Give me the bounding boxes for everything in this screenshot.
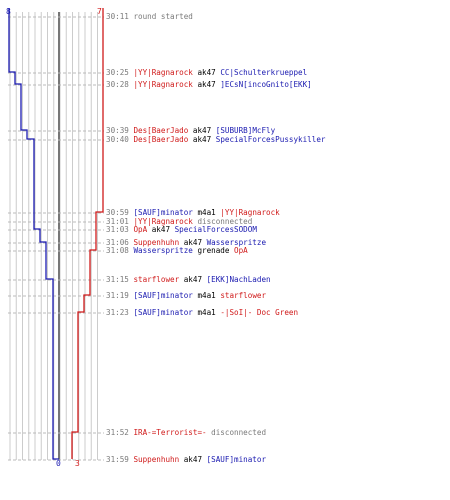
player-name: |YY|Ragnarock [133, 217, 193, 226]
player-name: [SAUF]minator [206, 455, 267, 464]
event-row: 30:28 |YY|Ragnarock ak47 ]ECsN[incoGnito… [106, 80, 312, 89]
event-row: 30:39 Des[BaerJado ak47 [SUBURB]McFly [106, 126, 275, 135]
player-name: |YY|Ragnarock [133, 68, 193, 77]
event-row: 31:52 IRA-=Terrorist=- disconnected [106, 428, 266, 437]
blue-start-count: 8 [6, 7, 11, 16]
weapon-label: ak47 [179, 275, 207, 284]
event-message: disconnected [192, 217, 253, 226]
event-time: 30:11 [106, 12, 129, 21]
event-row: 30:40 Des[BaerJado ak47 SpecialForcesPus… [106, 135, 325, 144]
player-name: Wasserspritze [206, 238, 267, 247]
weapon-label: m4a1 [192, 208, 221, 217]
event-row: 31:08 Wasserspritze grenade OpA [106, 246, 248, 255]
event-time: 30:39 [106, 126, 129, 135]
event-row: 31:59 Suppenhuhn ak47 [SAUF]minator [106, 455, 266, 464]
weapon-label: grenade [192, 246, 235, 255]
event-message: disconnected [206, 428, 267, 437]
player-name: SpecialForcesSODOM [174, 225, 257, 234]
red-end-count: 3 [75, 459, 80, 468]
player-name: [SAUF]minator [133, 291, 193, 300]
event-time: 31:52 [106, 428, 129, 437]
event-time: 31:01 [106, 217, 129, 226]
red-start-count: 7 [97, 7, 102, 16]
event-time: 31:08 [106, 246, 129, 255]
event-time: 30:59 [106, 208, 129, 217]
event-row: 31:19 [SAUF]minator m4a1 starflower [106, 291, 266, 300]
event-row: 30:25 |YY|Ragnarock ak47 CC|Schulterkrue… [106, 68, 307, 77]
event-row: 31:15 starflower ak47 [EKK]NachLaden [106, 275, 271, 284]
player-name: SpecialForcesPussykiller [215, 135, 326, 144]
player-name: IRA-=Terrorist=- [133, 428, 207, 437]
blue-end-count: 0 [56, 459, 61, 468]
event-time: 31:15 [106, 275, 129, 284]
weapon-label: ak47 [147, 225, 175, 234]
player-name: |YY|Ragnarock [133, 80, 193, 89]
event-row: 30:11 round started [106, 12, 193, 21]
player-name: [SAUF]minator [133, 208, 193, 217]
event-row: 31:06 Suppenhuhn ak47 Wasserspritze [106, 238, 266, 247]
event-time: 31:19 [106, 291, 129, 300]
player-name: Wasserspritze [133, 246, 193, 255]
event-time: 30:28 [106, 80, 129, 89]
player-name: [SAUF]minator [133, 308, 193, 317]
event-row: 31:03 OpA ak47 SpecialForcesSODOM [106, 225, 257, 234]
event-row: 31:01 |YY|Ragnarock disconnected [106, 217, 252, 226]
player-name: Suppenhuhn [133, 238, 180, 247]
player-name: ]ECsN[incoGnito[EKK] [220, 80, 312, 89]
event-message: round started [133, 12, 193, 21]
player-name: Des[BaerJado [133, 126, 189, 135]
weapon-label: ak47 [188, 135, 216, 144]
event-time: 30:25 [106, 68, 129, 77]
event-time: 31:23 [106, 308, 129, 317]
player-name: starflower [220, 291, 267, 300]
event-row: 30:59 [SAUF]minator m4a1 |YY|Ragnarock [106, 208, 280, 217]
player-name: starflower [133, 275, 180, 284]
weapon-label: m4a1 [192, 308, 221, 317]
player-name: -|SoI|- Doc Green [220, 308, 299, 317]
player-name: CC|Schulterkrueppel [220, 68, 308, 77]
player-name: [EKK]NachLaden [206, 275, 271, 284]
event-time: 31:06 [106, 238, 129, 247]
event-time: 30:40 [106, 135, 129, 144]
event-row: 31:23 [SAUF]minator m4a1 -|SoI|- Doc Gre… [106, 308, 298, 317]
player-name: Des[BaerJado [133, 135, 189, 144]
red-team-alive-line [71, 8, 104, 459]
player-name: OpA [133, 225, 148, 234]
event-time: 31:59 [106, 455, 129, 464]
weapon-label: ak47 [179, 238, 207, 247]
event-time: 31:03 [106, 225, 129, 234]
player-name: |YY|Ragnarock [220, 208, 280, 217]
player-name: Suppenhuhn [133, 455, 180, 464]
weapon-label: m4a1 [192, 291, 221, 300]
weapon-label: ak47 [188, 126, 216, 135]
blue-team-alive-line [8, 8, 59, 460]
weapon-label: ak47 [192, 80, 221, 89]
weapon-label: ak47 [192, 68, 221, 77]
player-name: OpA [234, 246, 248, 255]
player-name: [SUBURB]McFly [215, 126, 276, 135]
weapon-label: ak47 [179, 455, 207, 464]
